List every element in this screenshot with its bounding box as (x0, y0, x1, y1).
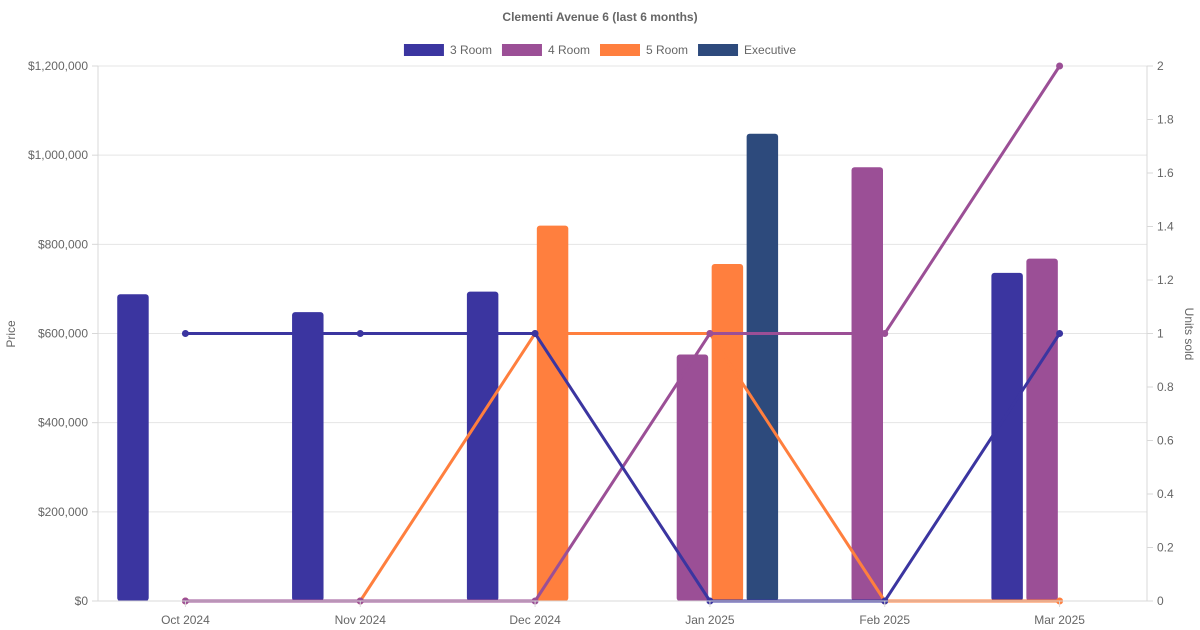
legend-label-4-room[interactable]: 4 Room (548, 43, 590, 57)
legend-swatch-executive[interactable] (698, 44, 739, 56)
legend-label-5-room[interactable]: 5 Room (646, 43, 688, 57)
y-left-tick-label: $400,000 (38, 416, 88, 430)
bar-executive[interactable]: Executive Jan 2025: $1,048,000 (746, 133, 779, 601)
y-left-title: Price (4, 320, 18, 348)
price-axis: $0 $200,000 $400,000 $600,000 $800,000 $1,000… (28, 59, 99, 608)
x-tick-label: Dec 2024 (509, 613, 561, 627)
x-tick-label: Feb 2025 (859, 613, 910, 627)
bar-5-room[interactable]: 5 Room Jan 2025: $756,000 (711, 263, 744, 601)
month-axis: Oct 2024 Nov 2024 Dec 2024 Jan 2025 Feb 2025… (98, 600, 1147, 627)
y-right-tick-label: 0.4 (1157, 487, 1174, 501)
chart-title: Clementi Avenue 6 (last 6 months) (502, 10, 697, 24)
y-right-tick-label: 0.8 (1157, 380, 1174, 394)
y-right-tick-label: 2 (1157, 59, 1164, 73)
y-right-tick-label: 1.4 (1157, 220, 1174, 234)
bar-4-room[interactable]: 4 Room Feb 2025: $973,000 (851, 167, 884, 601)
bar-series: 3 Room Oct 2024: $688,000 3 Room Nov 2024… (117, 133, 1058, 601)
units-axis: 0 0.2 0.4 0.6 0.8 1 1.2 1.4 1.6 1.8 2 (1146, 59, 1174, 608)
legend-swatch-5-room[interactable] (600, 44, 640, 56)
legend-label-3-room[interactable]: 3 Room (450, 43, 492, 57)
y-right-tick-label: 0.2 (1157, 541, 1174, 555)
x-tick-label: Jan 2025 (685, 613, 735, 627)
legend-swatch-3-room[interactable] (403, 44, 444, 56)
x-tick-label: Mar 2025 (1034, 613, 1085, 627)
y-right-tick-label: 1.6 (1157, 166, 1174, 180)
legend[interactable]: 3 Room 4 Room 5 Room Executive (403, 43, 796, 57)
point-3-room[interactable] (531, 330, 539, 337)
point-3-room[interactable] (356, 330, 364, 337)
y-right-tick-label: 0 (1157, 594, 1164, 608)
y-right-tick-label: 1.2 (1157, 273, 1174, 287)
y-right-tick-label: 1 (1157, 327, 1164, 341)
bar-3-room[interactable]: 3 Room Dec 2024: $694,000 (466, 291, 499, 601)
y-left-tick-label: $0 (75, 594, 89, 608)
y-left-tick-label: $600,000 (38, 327, 88, 341)
y-right-tick-label: 1.8 (1157, 113, 1174, 127)
bar-5-room[interactable]: 5 Room Dec 2024: $842,000 (536, 225, 569, 601)
x-tick-label: Nov 2024 (335, 613, 387, 627)
point-3-room[interactable] (181, 330, 189, 337)
bar-3-room[interactable]: 3 Room Oct 2024: $688,000 (117, 294, 149, 601)
y-right-title: Units sold (1182, 308, 1196, 361)
bar-3-room[interactable]: 3 Room Mar 2025: $736,000 (991, 272, 1023, 601)
legend-swatch-4-room[interactable] (501, 44, 542, 56)
point-4-room[interactable] (706, 330, 714, 337)
bar-3-room[interactable]: 3 Room Nov 2024: $648,000 (292, 312, 324, 601)
y-left-tick-label: $1,000,000 (28, 148, 88, 162)
y-left-tick-label: $1,200,000 (28, 59, 88, 73)
point-4-room[interactable] (881, 330, 889, 337)
x-tick-label: Oct 2024 (161, 613, 210, 627)
legend-label-executive[interactable]: Executive (744, 43, 796, 57)
point-4-room[interactable] (1056, 62, 1064, 70)
line-3-room (185, 332, 1061, 603)
y-left-tick-label: $200,000 (38, 505, 88, 519)
point-3-room[interactable] (1056, 330, 1064, 337)
bar-4-room[interactable]: 4 Room Mar 2025: $768,000 (1026, 258, 1058, 601)
bar-4-room[interactable]: 4 Room Jan 2025: $553,000 (676, 354, 709, 601)
y-left-tick-label: $800,000 (38, 237, 88, 251)
y-right-tick-label: 0.6 (1157, 434, 1174, 448)
